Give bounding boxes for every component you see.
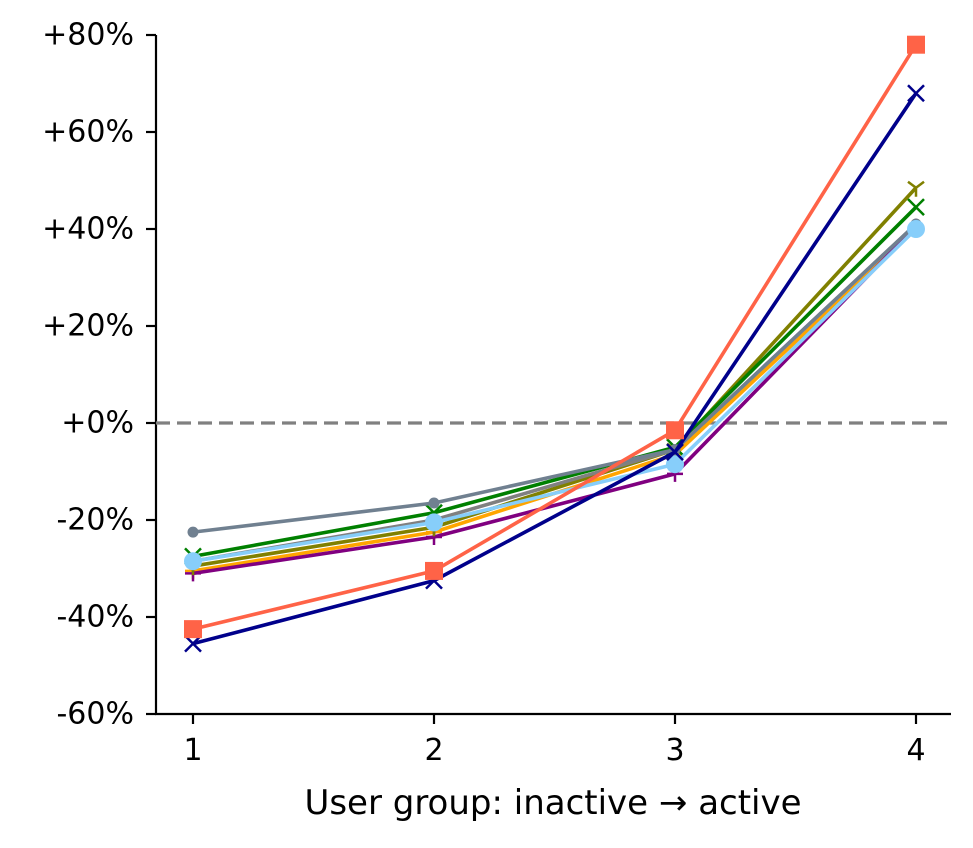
series-line — [185, 221, 924, 579]
x-axis: 1 2 3 4 User group: inactive → active — [155, 712, 951, 823]
data-point — [425, 561, 443, 580]
data-point — [907, 84, 925, 103]
data-point — [666, 455, 684, 474]
y-tick-label: +0% — [61, 406, 134, 441]
series-path — [192, 186, 918, 568]
data-point — [187, 526, 199, 538]
y-tick-label: +60% — [42, 115, 134, 150]
series-path — [192, 225, 918, 576]
series-line — [184, 84, 925, 653]
y-tick-label: +20% — [42, 309, 134, 344]
x-tick-label: 4 — [906, 733, 925, 768]
data-point — [666, 421, 684, 440]
y-tick-label: -20% — [56, 503, 134, 538]
series-line — [184, 35, 925, 639]
series-line — [185, 218, 924, 582]
series-path — [192, 92, 918, 646]
data-point — [907, 220, 925, 238]
y-tick-marks — [146, 33, 156, 716]
series-line — [184, 198, 925, 566]
y-tick-label: +80% — [42, 18, 134, 53]
data-point — [184, 634, 202, 653]
x-tick-label: 1 — [183, 733, 202, 768]
data-point — [184, 552, 202, 571]
data-point — [907, 180, 925, 197]
x-tick-marks — [191, 714, 918, 724]
y-tick-label: +40% — [42, 212, 134, 247]
series-line — [184, 220, 925, 571]
series-path — [192, 43, 918, 631]
data-point — [907, 35, 925, 54]
y-tick-label: -40% — [56, 600, 134, 635]
data-point — [666, 443, 684, 461]
x-tick-label: 2 — [424, 733, 443, 768]
x-tick-label: 3 — [665, 733, 684, 768]
y-tick-label: -60% — [56, 697, 134, 732]
series-path — [192, 205, 918, 559]
data-point — [428, 497, 440, 509]
series-path — [192, 222, 918, 534]
plot-area — [156, 35, 951, 653]
series-path — [192, 227, 918, 564]
data-point — [184, 620, 202, 639]
y-axis: +80% +60% +40% +20% +0% -20% -40% -60% — [42, 18, 158, 732]
data-point — [907, 198, 925, 217]
series-path — [192, 222, 918, 563]
data-point — [425, 513, 443, 532]
x-axis-title: User group: inactive → active — [304, 783, 801, 823]
